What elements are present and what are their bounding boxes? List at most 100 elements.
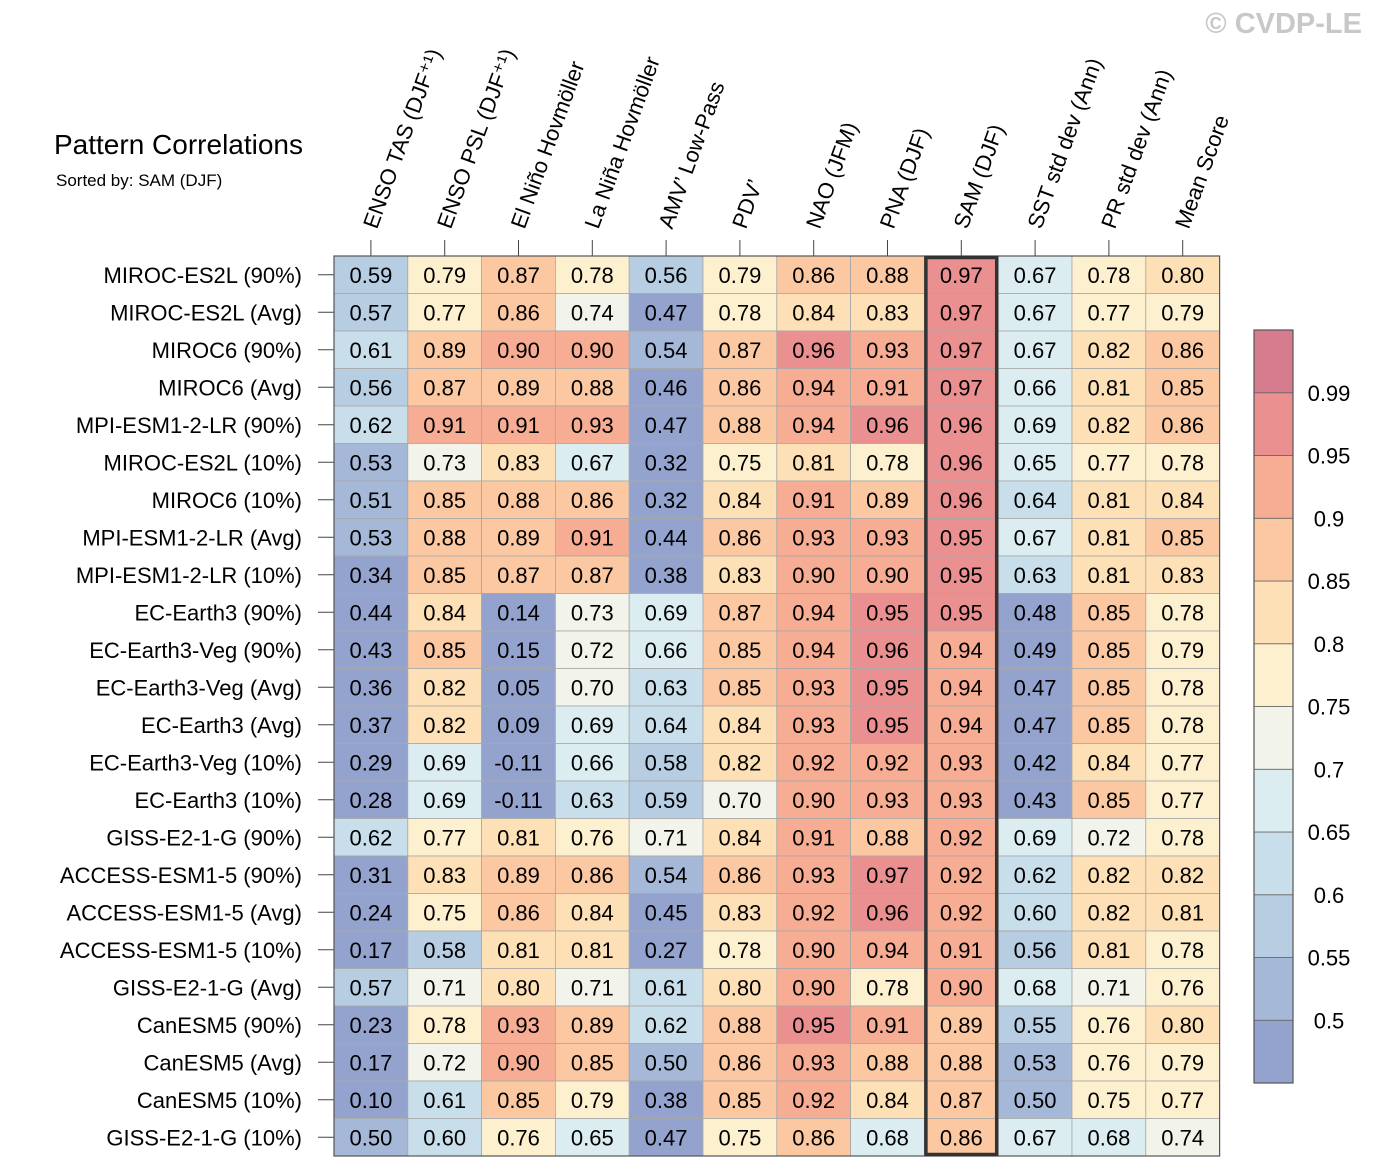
cell-value: 0.95 bbox=[940, 563, 983, 588]
heatmap-cell bbox=[1145, 1118, 1221, 1157]
column-label: ENSO PSL (DJF⁺¹) bbox=[432, 45, 520, 231]
heatmap-cell bbox=[850, 1005, 925, 1044]
cell-value: 0.86 bbox=[497, 900, 540, 925]
cell-value: 0.88 bbox=[866, 263, 909, 288]
row-label: MIROC6 (90%) bbox=[152, 338, 302, 363]
cell-value: 0.79 bbox=[1161, 638, 1204, 663]
heatmap-cell bbox=[997, 255, 1073, 294]
cell-value: 0.69 bbox=[1014, 825, 1057, 850]
cell-value: 0.74 bbox=[1161, 1125, 1204, 1150]
cell-value: 0.93 bbox=[940, 788, 983, 813]
cell-value: 0.84 bbox=[571, 900, 614, 925]
cell-value: 0.67 bbox=[1014, 1125, 1057, 1150]
heatmap-cell bbox=[555, 1043, 630, 1082]
heatmap-cell bbox=[555, 968, 630, 1007]
heatmap-cells: 0.59 0.79 0.87 0.78 0.56 0.79 0.86 0.88 0.97 0.67… bbox=[333, 255, 1221, 1157]
heatmap-cell bbox=[481, 743, 556, 782]
cell-value: 0.95 bbox=[940, 525, 983, 550]
cell-value: 0.93 bbox=[866, 525, 909, 550]
cell-value: 0.17 bbox=[349, 938, 392, 963]
cell-value: 0.59 bbox=[645, 788, 688, 813]
cell-value: 0.63 bbox=[1014, 563, 1057, 588]
cell-value: 0.92 bbox=[940, 900, 983, 925]
heatmap-cell bbox=[481, 480, 556, 519]
cell-value: 0.97 bbox=[940, 338, 983, 363]
heatmap-cell bbox=[850, 518, 925, 557]
cell-value: -0.11 bbox=[494, 788, 543, 813]
row-label: ACCESS-ESM1-5 (10%) bbox=[60, 938, 302, 963]
heatmap-cell bbox=[481, 668, 556, 707]
row-label: MIROC6 (10%) bbox=[152, 488, 302, 513]
cell-value: 0.49 bbox=[1014, 638, 1057, 663]
heatmap-cell bbox=[924, 668, 999, 707]
cell-value: 0.82 bbox=[423, 713, 466, 738]
cell-value: 0.47 bbox=[1014, 713, 1057, 738]
row-label: ACCESS-ESM1-5 (90%) bbox=[60, 863, 302, 888]
cell-value: 0.73 bbox=[571, 600, 614, 625]
cell-value: 0.78 bbox=[1087, 263, 1130, 288]
cell-value: 0.61 bbox=[349, 338, 392, 363]
colorbar-tick-label: 0.75 bbox=[1308, 695, 1351, 720]
heatmap-cell bbox=[407, 893, 482, 932]
cell-value: 0.82 bbox=[1087, 413, 1130, 438]
cell-value: 0.61 bbox=[645, 975, 688, 1000]
row-label: GISS-E2-1-G (Avg) bbox=[113, 975, 302, 1000]
heatmap-cell bbox=[333, 780, 409, 819]
heatmap-cell bbox=[702, 1005, 778, 1044]
row-label: EC-Earth3 (10%) bbox=[134, 788, 302, 813]
heatmap-cell bbox=[333, 405, 409, 444]
cell-value: 0.93 bbox=[792, 1050, 835, 1075]
cell-value: 0.78 bbox=[1161, 938, 1204, 963]
heatmap-cell bbox=[333, 705, 409, 744]
cell-value: 0.80 bbox=[718, 975, 761, 1000]
cell-value: 0.78 bbox=[1161, 825, 1204, 850]
cell-value: 0.80 bbox=[1161, 263, 1204, 288]
column-labels: ENSO TAS (DJF⁺¹)ENSO PSL (DJF⁺¹)El Niño … bbox=[358, 45, 1234, 256]
cell-value: 0.67 bbox=[1014, 525, 1057, 550]
cell-value: 0.89 bbox=[866, 488, 909, 513]
cell-value: 0.90 bbox=[497, 1050, 540, 1075]
column-label: AMV’ Low-Pass bbox=[653, 78, 729, 232]
cell-value: 0.84 bbox=[866, 1088, 909, 1113]
heatmap-cell bbox=[628, 630, 704, 669]
cell-value: 0.79 bbox=[1161, 1050, 1204, 1075]
cell-value: 0.85 bbox=[497, 1088, 540, 1113]
heatmap-cell bbox=[628, 893, 704, 932]
heatmap-cell bbox=[481, 968, 556, 1007]
heatmap-cell bbox=[555, 930, 630, 969]
heatmap-cell bbox=[1145, 593, 1221, 632]
heatmap-cell bbox=[481, 593, 556, 632]
heatmap-cell bbox=[481, 555, 556, 594]
cell-value: 0.93 bbox=[792, 675, 835, 700]
cell-value: 0.78 bbox=[1161, 450, 1204, 475]
heatmap-cell bbox=[997, 1080, 1073, 1119]
cell-value: 0.93 bbox=[940, 750, 983, 775]
cell-value: 0.62 bbox=[349, 413, 392, 438]
heatmap-cell bbox=[628, 518, 704, 557]
heatmap-cell bbox=[407, 630, 482, 669]
heatmap-cell bbox=[1071, 480, 1147, 519]
cell-value: 0.14 bbox=[497, 600, 540, 625]
heatmap-cell bbox=[481, 930, 556, 969]
heatmap-cell bbox=[555, 518, 630, 557]
colorbar-tick-label: 0.99 bbox=[1308, 381, 1351, 406]
heatmap-cell bbox=[702, 855, 778, 894]
cell-value: 0.85 bbox=[1087, 788, 1130, 813]
cell-value: 0.94 bbox=[792, 375, 835, 400]
cell-value: 0.81 bbox=[1161, 900, 1204, 925]
highlight-column-outline bbox=[924, 255, 999, 1157]
heatmap-cell bbox=[1071, 1118, 1147, 1157]
cell-value: 0.77 bbox=[1161, 1088, 1204, 1113]
heatmap-cell bbox=[628, 1043, 704, 1082]
cell-value: 0.91 bbox=[866, 1013, 909, 1038]
cell-value: 0.63 bbox=[645, 675, 688, 700]
row-label: EC-Earth3-Veg (90%) bbox=[89, 638, 302, 663]
heatmap-cell bbox=[1145, 1080, 1221, 1119]
heatmap-cell bbox=[333, 968, 409, 1007]
cell-value: 0.96 bbox=[940, 413, 983, 438]
cell-value: 0.89 bbox=[497, 863, 540, 888]
cell-value: 0.29 bbox=[349, 750, 392, 775]
heatmap-cell bbox=[1071, 1080, 1147, 1119]
cell-value: 0.88 bbox=[718, 413, 761, 438]
heatmap-cell bbox=[555, 705, 630, 744]
